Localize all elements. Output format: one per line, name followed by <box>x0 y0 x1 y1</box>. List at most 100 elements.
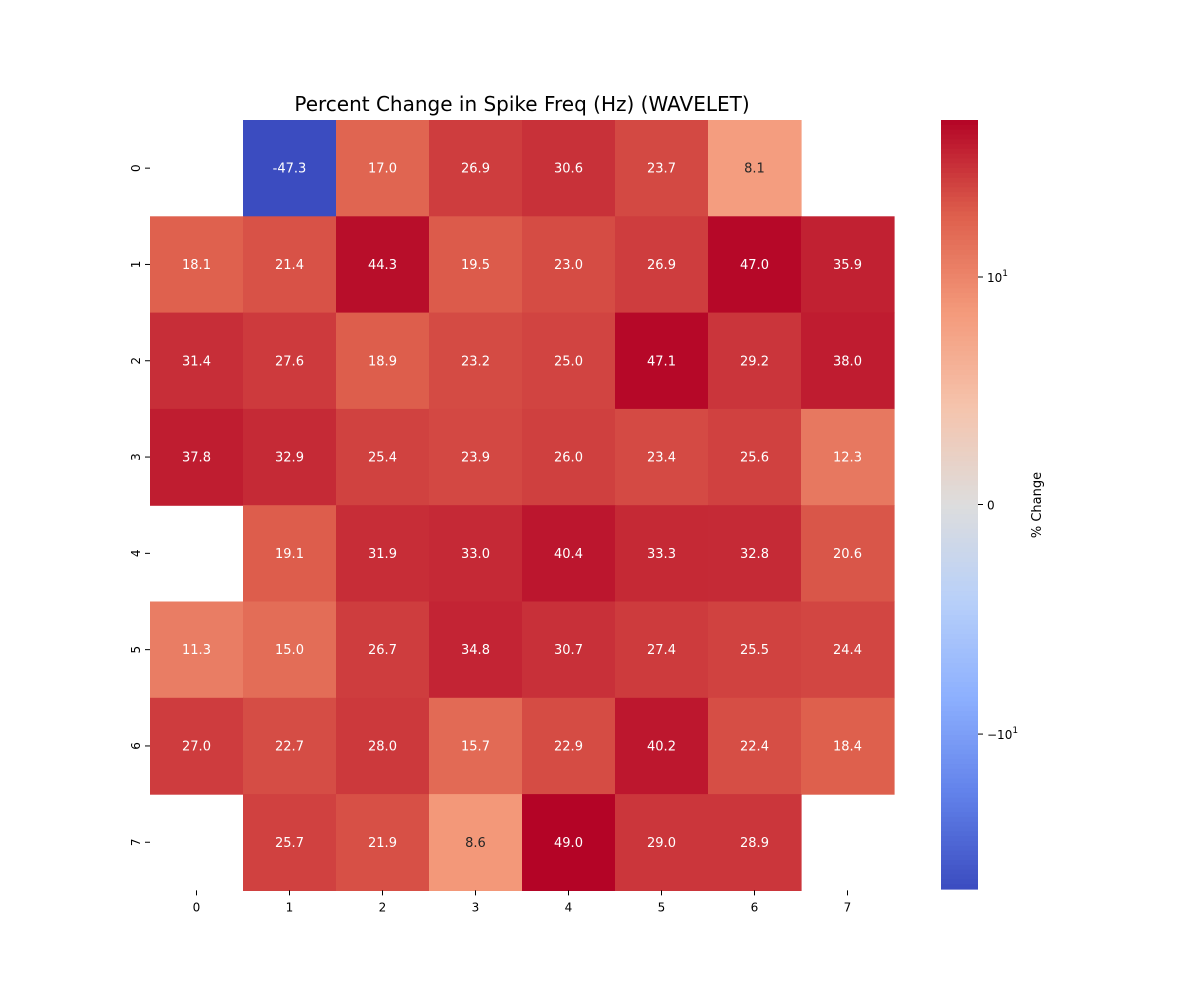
colorbar-segment <box>941 687 978 693</box>
y-tick-label: 5 <box>129 646 143 654</box>
colorbar-segment <box>941 552 978 558</box>
colorbar-segment <box>941 586 978 592</box>
colorbar-segment <box>941 144 978 150</box>
colorbar-segment <box>941 682 978 688</box>
colorbar-segment <box>941 485 978 491</box>
cell-value-label-3-4: 26.0 <box>554 451 583 466</box>
heatmap-cell-6-3 <box>429 697 523 795</box>
colorbar-segment <box>941 283 978 289</box>
colorbar-segment <box>941 417 978 424</box>
colorbar-segment <box>941 331 978 337</box>
colorbar-segment <box>941 821 978 828</box>
colorbar-segment <box>941 355 978 361</box>
colorbar-segment <box>941 764 978 770</box>
cell-value-label-4-6: 32.8 <box>740 547 769 562</box>
cell-value-label-5-6: 25.5 <box>740 643 769 658</box>
cell-value-label-1-4: 23.0 <box>554 258 583 273</box>
cell-value-label-3-7: 12.3 <box>833 451 862 466</box>
cell-value-label-2-7: 38.0 <box>833 354 862 369</box>
x-tick-label: 2 <box>379 900 387 914</box>
colorbar-segment <box>941 264 978 270</box>
colorbar-segment <box>941 864 978 871</box>
cell-value-label-6-0: 27.0 <box>182 739 211 754</box>
colorbar-segment <box>941 360 978 366</box>
colorbar-segment <box>941 393 978 400</box>
colorbar-segment <box>941 288 978 294</box>
colorbar-segment <box>941 321 978 328</box>
colorbar-segment <box>941 297 978 304</box>
colorbar-segment <box>941 432 978 438</box>
colorbar-segment <box>941 398 978 405</box>
colorbar-segment <box>941 408 978 414</box>
colorbar-segment <box>941 220 978 227</box>
colorbar-segment <box>941 509 978 515</box>
colorbar-segment <box>941 139 978 145</box>
x-axis: 0 1 2 3 4 5 6 7 <box>193 890 851 914</box>
cell-value-label-7-2: 21.9 <box>368 836 397 851</box>
cell-value-label-0-5: 23.7 <box>647 162 676 177</box>
colorbar-segment <box>941 826 978 832</box>
cell-value-label-7-3: 8.6 <box>465 836 486 851</box>
heatmap-cell-3-6 <box>708 408 802 506</box>
cell-value-label-4-2: 31.9 <box>368 547 397 562</box>
colorbar-segment <box>941 442 978 448</box>
colorbar-segment <box>941 566 978 573</box>
colorbar-segment <box>941 696 978 703</box>
colorbar-segment <box>941 341 978 347</box>
heatmap-cell-0-1 <box>243 120 337 217</box>
colorbar-segment <box>941 884 978 890</box>
colorbar-segment <box>941 744 978 751</box>
colorbar-segment <box>941 730 978 736</box>
cell-value-label-5-7: 24.4 <box>833 643 862 658</box>
heatmap-cell-2-1 <box>243 312 337 410</box>
colorbar-segment <box>941 499 978 506</box>
colorbar-segment <box>941 600 978 607</box>
heatmap-cell-7-5 <box>615 794 709 891</box>
heatmap-cell-0-3 <box>429 120 523 217</box>
colorbar-segment <box>941 369 978 376</box>
y-axis: 0 1 2 3 4 5 6 7 <box>129 164 150 846</box>
colorbar-segment <box>941 581 978 587</box>
heatmap-cell-5-5 <box>615 601 709 699</box>
heatmap-cell-1-7 <box>801 216 895 314</box>
x-tick-label: 3 <box>472 900 480 914</box>
colorbar-segment <box>941 562 978 568</box>
cell-value-label-2-2: 18.9 <box>368 354 397 369</box>
cell-value-label-1-0: 18.1 <box>182 258 211 273</box>
heatmap-cell-1-5 <box>615 216 709 314</box>
colorbar-tick-label: 0 <box>987 499 995 513</box>
colorbar-segment <box>941 759 978 765</box>
colorbar-segment <box>941 345 978 352</box>
colorbar-segment <box>941 158 978 164</box>
colorbar-segment <box>941 365 978 371</box>
cell-value-label-1-6: 47.0 <box>740 258 769 273</box>
cell-value-label-3-3: 23.9 <box>461 451 490 466</box>
colorbar-segment <box>941 413 978 419</box>
cell-value-label-6-5: 40.2 <box>647 739 676 754</box>
colorbar: 101 0 −101 <box>941 120 1018 890</box>
cell-value-label-5-1: 15.0 <box>275 643 304 658</box>
colorbar-segment <box>941 802 978 808</box>
x-tick-label: 6 <box>751 900 759 914</box>
cell-value-label-1-5: 26.9 <box>647 258 676 273</box>
colorbar-segment <box>941 749 978 756</box>
colorbar-segment <box>941 273 978 280</box>
heatmap-cell-7-4 <box>522 794 616 891</box>
colorbar-segment <box>941 480 978 486</box>
colorbar-segment <box>941 196 978 203</box>
colorbar-segment <box>941 533 978 539</box>
colorbar-segment <box>941 163 978 169</box>
colorbar-segment <box>941 677 978 683</box>
cell-value-label-6-3: 15.7 <box>461 739 490 754</box>
cell-value-label-3-1: 32.9 <box>275 451 304 466</box>
colorbar-label: % Change <box>1030 472 1045 538</box>
x-tick-label: 5 <box>658 900 666 914</box>
heatmap-cell-4-7 <box>801 505 895 603</box>
cell-value-label-0-2: 17.0 <box>368 162 397 177</box>
colorbar-segment <box>941 182 978 188</box>
colorbar-segment <box>941 470 978 477</box>
colorbar-segment <box>941 807 978 813</box>
heatmap-cell-7-1 <box>243 794 337 891</box>
colorbar-segment <box>941 557 978 563</box>
heatmap-cell-6-4 <box>522 697 616 795</box>
